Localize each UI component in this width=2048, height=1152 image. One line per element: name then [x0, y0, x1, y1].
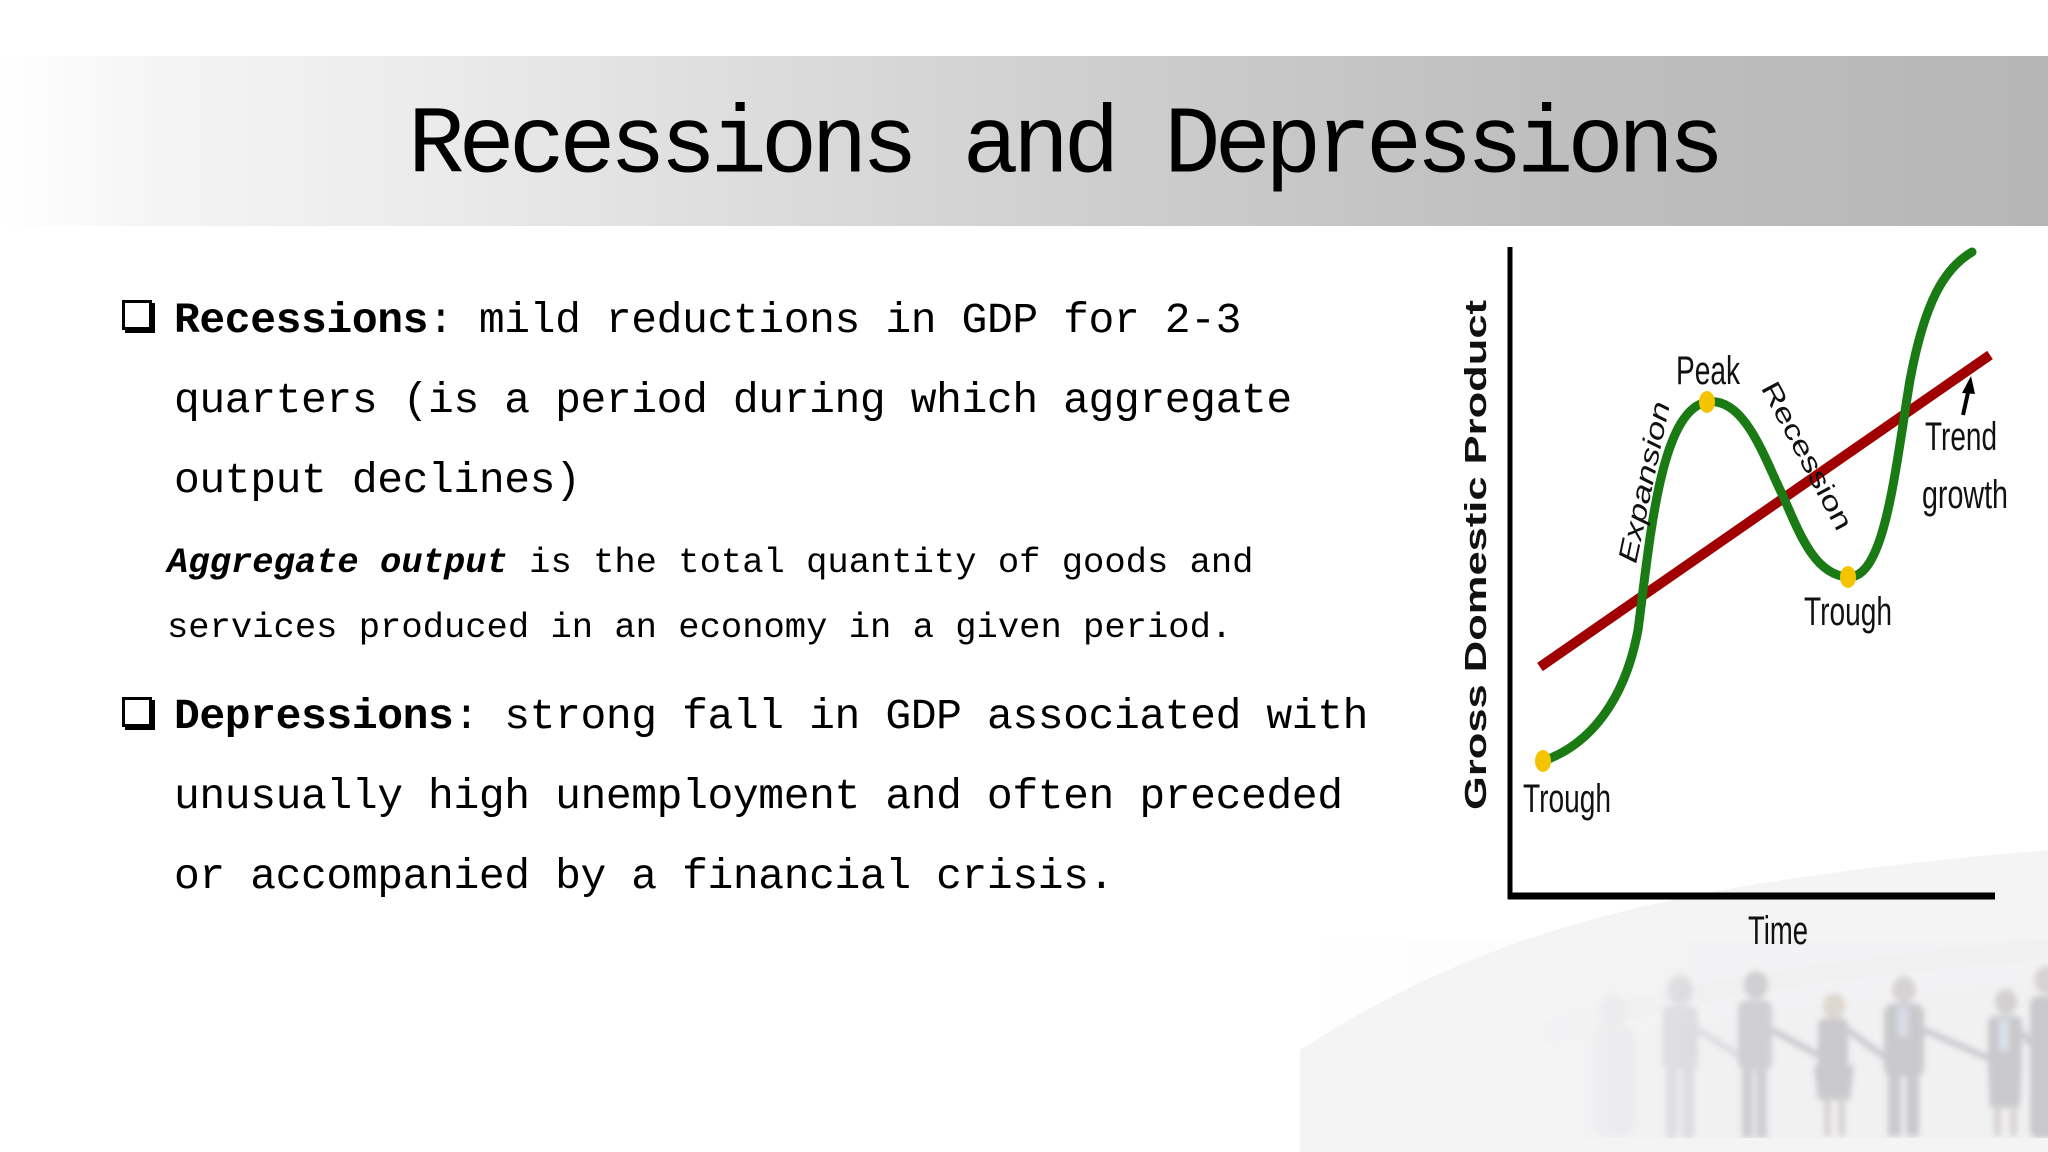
peak-label: Peak [1676, 349, 1741, 393]
trend-label-line-1: Trend [1925, 415, 1997, 459]
bullet-depressions-line-3: or accompanied by a financial crisis. [174, 852, 1114, 901]
y-axis-label: Gross Domestic Product [1458, 300, 1493, 810]
bullet-recessions-line-2: quarters (is a period during which aggre… [174, 376, 1292, 425]
bullet-depressions-line-1: Depressions: strong fall in GDP associat… [174, 692, 1369, 741]
people-holding-hands-image [1298, 940, 2048, 1138]
trough-2-label: Trough [1804, 590, 1892, 634]
trend-label-line-2: growth [1922, 473, 2008, 517]
term-recessions: Recessions [174, 296, 429, 345]
bullet-depressions-line-2: unusually high unemployment and often pr… [174, 772, 1343, 821]
peak-marker [1699, 391, 1715, 413]
arrow-up-icon [1961, 376, 1975, 416]
gdp-cycle-curve [1538, 247, 1977, 766]
hollow-square-bullet-icon [122, 697, 152, 727]
trend-growth-line [1537, 350, 1993, 672]
trough-1-marker [1535, 750, 1551, 772]
definition-line-1: Aggregate output is the total quantity o… [167, 542, 1254, 583]
slide-title: Recessions and Depressions [408, 92, 1725, 202]
expansion-label: Expansion [1612, 399, 1675, 566]
definition-line-2: services produced in an economy in a giv… [167, 607, 1233, 648]
hollow-square-bullet-icon [122, 300, 152, 330]
term-aggregate-output: Aggregate output [167, 542, 508, 583]
title-band [0, 56, 2048, 226]
term-depressions: Depressions [174, 692, 454, 741]
bullet-recessions-line-3: output declines) [174, 456, 581, 505]
bullet-recessions-line-1: Recessions: mild reductions in GDP for 2… [174, 296, 1241, 345]
trough-1-label: Trough [1523, 777, 1611, 821]
recession-label: Recession [1755, 376, 1858, 535]
trough-2-marker [1840, 566, 1856, 588]
